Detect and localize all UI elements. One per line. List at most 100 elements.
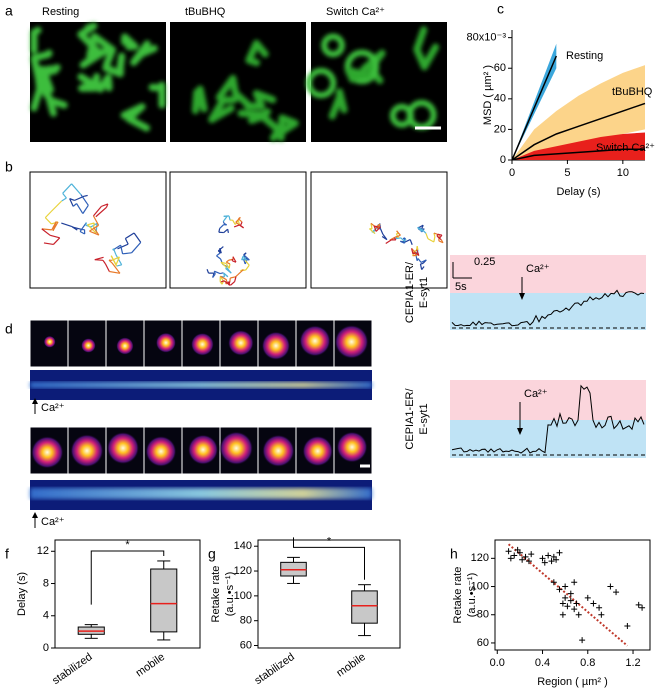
point: [567, 590, 574, 597]
trajectory-step: [226, 267, 230, 271]
high-region: [450, 255, 646, 293]
strand: [45, 93, 68, 117]
trajectory-step: [393, 237, 396, 240]
trajectory-step: [438, 234, 443, 240]
stimulus-label: Ca²⁺: [524, 388, 548, 400]
point: [639, 604, 646, 611]
trajectory-step: [232, 260, 236, 263]
trajectory-step: [111, 256, 120, 261]
kymograph-trace: [30, 382, 372, 388]
spot: [70, 433, 104, 468]
point: [635, 601, 642, 608]
trajectory-step: [440, 239, 444, 244]
point: [556, 549, 563, 556]
trajectory-step: [217, 246, 224, 252]
trajectory-step: [93, 222, 95, 228]
trajectory-step: [51, 221, 59, 225]
point: [596, 604, 603, 611]
x-tick-label: stabilized: [50, 651, 94, 687]
point: [613, 589, 620, 596]
trajectory-step: [420, 259, 427, 263]
panel-label: h: [450, 546, 458, 562]
box: [150, 568, 178, 633]
trajectory-step: [242, 258, 246, 265]
scale-label: 5s: [455, 281, 467, 293]
strand: [244, 90, 277, 110]
trajectory-step: [226, 261, 231, 265]
green-structures: [191, 39, 299, 142]
stimulus-label: Ca²⁺: [41, 516, 65, 528]
spot: [106, 431, 140, 465]
trajectory-step: [409, 239, 413, 245]
arrow-head: [32, 398, 38, 404]
spot: [334, 324, 369, 360]
point: [507, 555, 514, 562]
trajectory-step: [232, 219, 236, 225]
trajectory-step: [61, 197, 67, 202]
strand: [215, 74, 252, 108]
point: [575, 611, 582, 618]
trace-ylabel: E-syt1: [418, 277, 430, 308]
point: [607, 583, 614, 590]
y-tick-label: 60: [494, 62, 506, 74]
x-axis-label: Region ( µm² ): [537, 676, 608, 688]
trajectory-step: [87, 222, 95, 226]
trajectory-step: [104, 263, 110, 272]
trajectory-step: [373, 225, 377, 232]
strand: [30, 49, 53, 80]
trajectory-step: [238, 218, 243, 223]
trajectory-step: [216, 252, 221, 257]
panel-label: a: [5, 3, 13, 19]
y-axis-label: Retake rate: [452, 567, 464, 624]
strand: [208, 96, 238, 123]
point: [505, 548, 512, 555]
trajectory-step: [125, 232, 135, 240]
trajectory-step: [220, 280, 225, 283]
trajectory-step: [427, 238, 435, 243]
trajectory-step: [420, 262, 424, 265]
ring: [305, 67, 337, 99]
plot-frame: [494, 539, 651, 651]
trace-ylabel: E-syt1: [418, 403, 430, 434]
y-tick-label: 20: [494, 123, 506, 135]
trajectory-step: [239, 221, 243, 226]
trajectory-step: [220, 261, 227, 265]
trajectory-step: [61, 222, 73, 228]
trajectory-step: [421, 229, 427, 234]
point: [598, 611, 605, 618]
trajectory-step: [101, 203, 109, 207]
x-tick-label: 0.8: [580, 657, 595, 669]
y-tick-label: 120: [471, 552, 489, 564]
strand: [30, 65, 55, 112]
trajectory-step: [400, 240, 405, 244]
trajectory-step: [49, 234, 60, 239]
trajectory-step: [82, 204, 89, 214]
panel-label: g: [208, 546, 216, 562]
kymograph-trace: [30, 488, 372, 499]
point: [579, 637, 586, 644]
point: [522, 553, 529, 560]
significance-label: *: [125, 539, 130, 551]
point: [571, 606, 578, 613]
point: [562, 594, 569, 601]
arrow-head: [517, 428, 523, 435]
panel-label: d: [5, 321, 13, 337]
trajectory-step: [62, 192, 67, 199]
y-tick-label: 8: [43, 577, 49, 589]
spot: [145, 435, 177, 468]
trajectory-step: [219, 281, 223, 285]
fit-line: [507, 543, 629, 647]
trajectory-step: [212, 272, 215, 276]
trajectory-step: [95, 206, 107, 218]
trajectory-step: [228, 270, 232, 274]
y-tick-label: 12: [37, 545, 49, 557]
point: [564, 603, 571, 610]
trajectory-step: [437, 233, 443, 236]
y-axis-label: MSD ( µm² ): [482, 65, 494, 125]
point: [559, 611, 566, 618]
point: [519, 556, 526, 563]
trace: [451, 384, 645, 454]
trajectory-step: [216, 255, 222, 260]
strand: [245, 39, 269, 67]
strand: [77, 22, 103, 56]
